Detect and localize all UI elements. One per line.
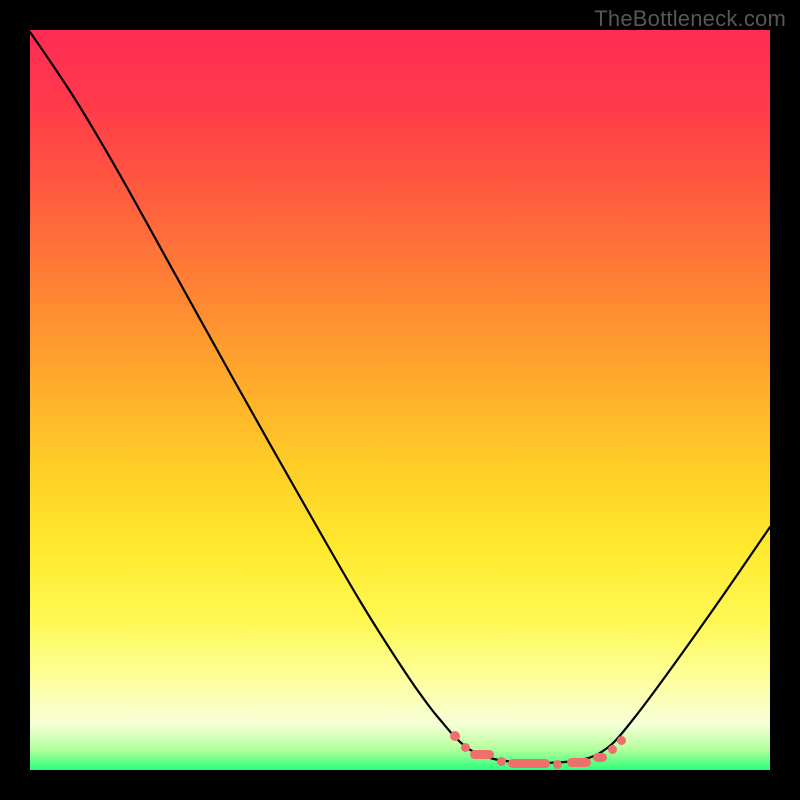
marker — [608, 745, 617, 754]
marker — [553, 760, 562, 769]
chart-background — [30, 30, 770, 770]
marker — [461, 743, 470, 752]
marker — [497, 757, 506, 766]
marker — [593, 753, 607, 762]
marker — [508, 759, 550, 768]
marker — [470, 750, 494, 759]
chart-svg — [0, 0, 800, 800]
marker — [450, 731, 460, 741]
marker — [567, 758, 591, 767]
marker — [617, 736, 626, 745]
watermark-text: TheBottleneck.com — [594, 6, 786, 32]
